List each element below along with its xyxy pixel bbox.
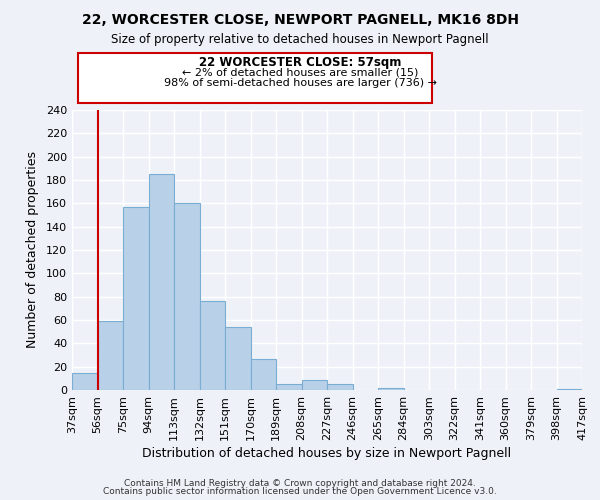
Bar — [557, 389, 582, 390]
Bar — [225, 327, 251, 390]
Text: Contains public sector information licensed under the Open Government Licence v3: Contains public sector information licen… — [103, 487, 497, 496]
Text: Size of property relative to detached houses in Newport Pagnell: Size of property relative to detached ho… — [111, 32, 489, 46]
Bar — [327, 384, 353, 390]
Bar — [97, 321, 123, 390]
Bar — [276, 384, 302, 390]
Y-axis label: Number of detached properties: Number of detached properties — [26, 152, 39, 348]
Text: 22 WORCESTER CLOSE: 57sqm: 22 WORCESTER CLOSE: 57sqm — [199, 56, 401, 69]
Bar — [302, 380, 327, 390]
Text: 98% of semi-detached houses are larger (736) →: 98% of semi-detached houses are larger (… — [163, 78, 437, 88]
Bar — [199, 302, 225, 390]
Text: 22, WORCESTER CLOSE, NEWPORT PAGNELL, MK16 8DH: 22, WORCESTER CLOSE, NEWPORT PAGNELL, MK… — [82, 12, 518, 26]
Bar — [378, 388, 404, 390]
Bar — [123, 207, 149, 390]
Text: ← 2% of detached houses are smaller (15): ← 2% of detached houses are smaller (15) — [182, 68, 418, 78]
Bar — [149, 174, 174, 390]
X-axis label: Distribution of detached houses by size in Newport Pagnell: Distribution of detached houses by size … — [142, 447, 512, 460]
Text: Contains HM Land Registry data © Crown copyright and database right 2024.: Contains HM Land Registry data © Crown c… — [124, 478, 476, 488]
Bar — [251, 358, 276, 390]
Bar — [174, 204, 199, 390]
Bar — [72, 372, 97, 390]
